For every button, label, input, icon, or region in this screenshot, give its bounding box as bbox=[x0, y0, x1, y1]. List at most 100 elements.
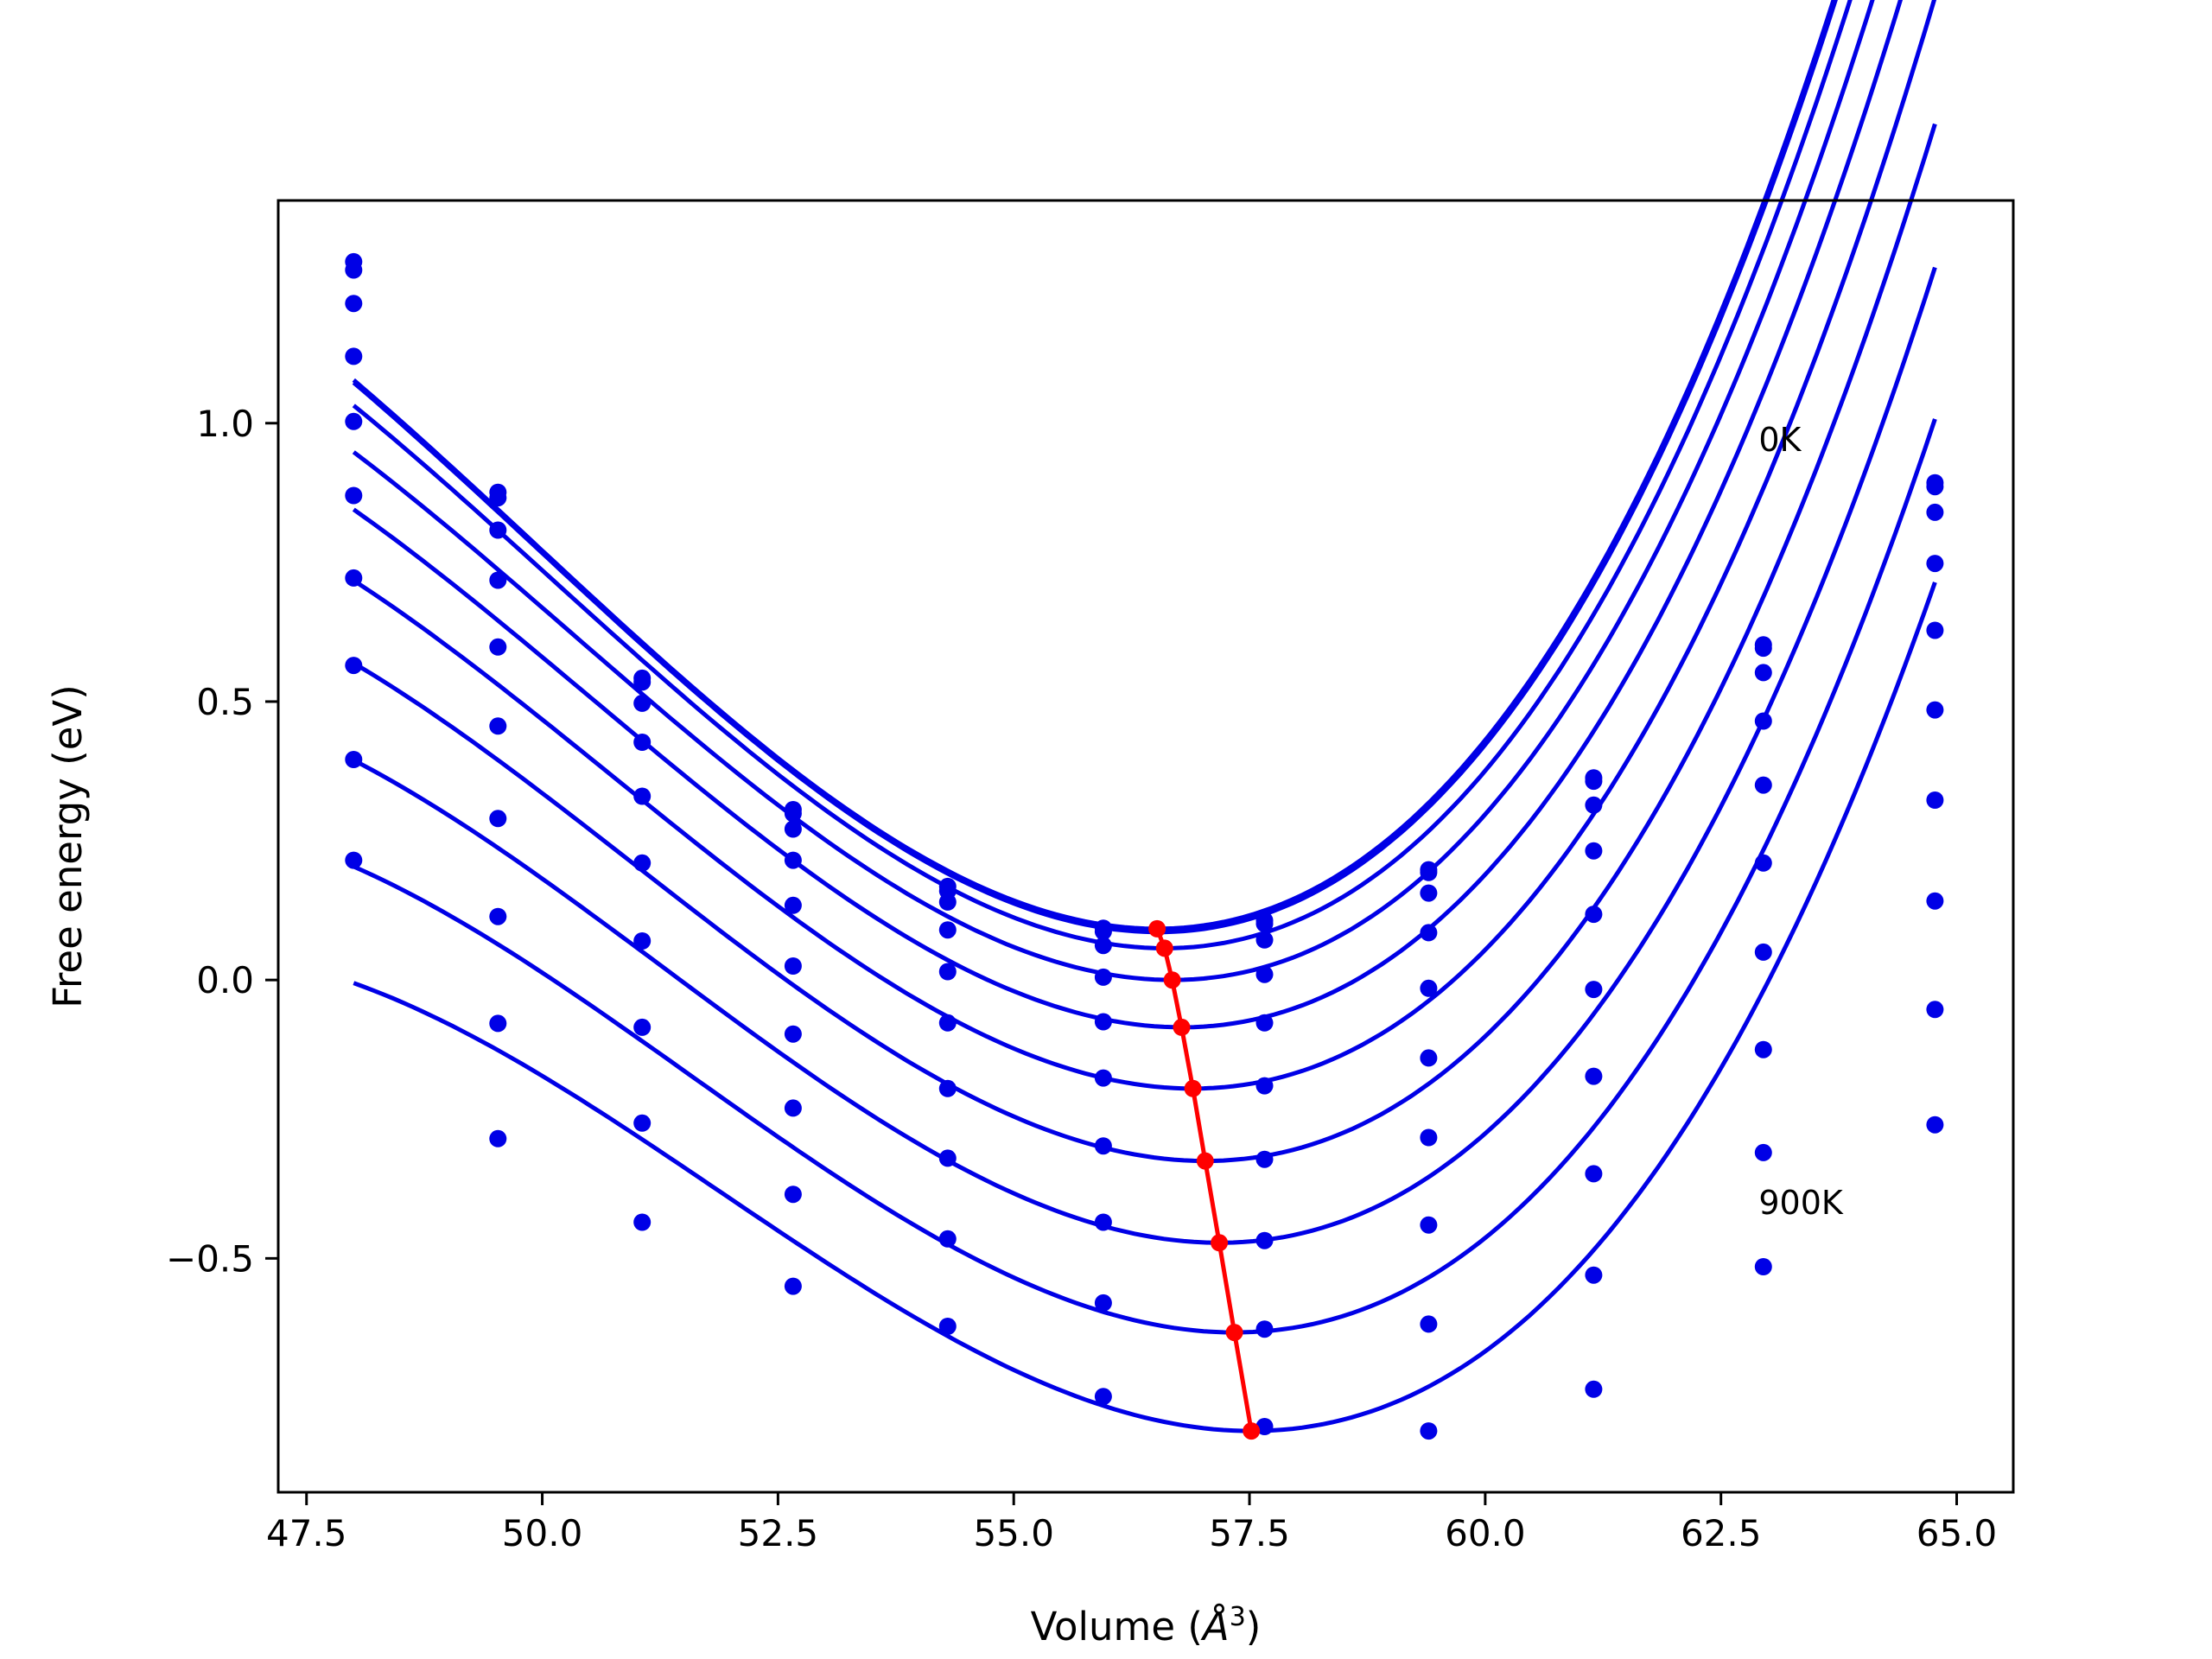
x-axis-ticks: 47.5 50.0 52.5 55.0 57.5 60.0 62.5 65.0 bbox=[266, 1492, 1997, 1554]
data-point-200K bbox=[938, 893, 957, 911]
fit-curve-200K bbox=[352, 0, 1853, 950]
data-point-300K bbox=[784, 851, 802, 869]
data-point-500K bbox=[1585, 981, 1603, 999]
data-point-500K bbox=[938, 1014, 957, 1032]
data-point-800K bbox=[1255, 1320, 1274, 1338]
y-axis-ticks: −0.5 0.0 0.5 1.0 bbox=[166, 403, 278, 1280]
data-point-500K bbox=[489, 717, 507, 735]
data-point-600K bbox=[1255, 1150, 1274, 1168]
x-tick-label: 62.5 bbox=[1681, 1512, 1762, 1554]
data-point-300K bbox=[1094, 968, 1112, 986]
fit-curve-600K bbox=[353, 123, 1937, 1164]
y-axis-label: Free energy (eV) bbox=[45, 684, 91, 1007]
data-point-500K bbox=[1926, 701, 1944, 719]
data-point-600K bbox=[1926, 791, 1944, 809]
data-point-400K bbox=[938, 963, 957, 981]
data-point-100K bbox=[1255, 915, 1274, 933]
data-point-500K bbox=[633, 854, 652, 872]
data-point-200K bbox=[1585, 796, 1603, 814]
data-point-900K bbox=[1926, 1116, 1944, 1134]
data-point-100K bbox=[489, 489, 507, 507]
minimum-point bbox=[1173, 1018, 1191, 1036]
data-point-600K bbox=[345, 569, 363, 587]
data-point-300K bbox=[938, 921, 957, 939]
data-point-800K bbox=[1420, 1315, 1438, 1333]
minimum-point bbox=[1211, 1234, 1229, 1252]
data-point-900K bbox=[1754, 1258, 1772, 1275]
data-point-900K bbox=[784, 1277, 802, 1295]
data-point-700K bbox=[1420, 1216, 1438, 1234]
data-point-900K bbox=[1420, 1422, 1438, 1440]
data-point-500K bbox=[784, 957, 802, 975]
data-point-500K bbox=[1255, 1077, 1274, 1095]
data-point-200K bbox=[1094, 937, 1112, 955]
fit-curve-900K bbox=[353, 582, 1937, 1433]
data-point-200K bbox=[1420, 884, 1438, 902]
data-point-700K bbox=[1094, 1213, 1112, 1231]
x-tick-label: 50.0 bbox=[502, 1512, 583, 1554]
minimum-point bbox=[1225, 1324, 1243, 1342]
minimum-point bbox=[1148, 919, 1166, 938]
data-point-400K bbox=[1585, 906, 1603, 924]
x-tick-label: 52.5 bbox=[738, 1512, 819, 1554]
data-point-700K bbox=[633, 1018, 652, 1036]
data-point-100K bbox=[633, 673, 652, 691]
fit-curves bbox=[352, 0, 1937, 1433]
fit-curve-500K bbox=[352, 0, 1937, 1091]
data-point-800K bbox=[1094, 1294, 1112, 1312]
fit-curve-400K bbox=[352, 0, 1904, 1030]
data-point-700K bbox=[1926, 892, 1944, 910]
data-point-700K bbox=[1585, 1165, 1603, 1183]
data-point-200K bbox=[784, 820, 802, 838]
data-point-800K bbox=[784, 1185, 802, 1204]
data-points bbox=[345, 252, 1944, 1440]
y-tick-label: 0.5 bbox=[196, 681, 254, 723]
data-point-900K bbox=[345, 851, 363, 869]
plot-frame bbox=[276, 199, 2015, 1494]
data-point-900K bbox=[1094, 1388, 1112, 1406]
data-point-600K bbox=[1585, 1067, 1603, 1085]
data-point-700K bbox=[1754, 1040, 1772, 1058]
x-tick-label: 65.0 bbox=[1916, 1512, 1998, 1554]
data-point-400K bbox=[633, 787, 652, 805]
data-point-500K bbox=[1754, 854, 1772, 872]
data-point-100K bbox=[1926, 478, 1944, 496]
data-point-800K bbox=[1585, 1266, 1603, 1284]
data-point-600K bbox=[1094, 1137, 1112, 1155]
data-point-500K bbox=[1094, 1069, 1112, 1087]
data-point-300K bbox=[1255, 965, 1274, 983]
data-point-400K bbox=[1420, 979, 1438, 997]
data-point-900K bbox=[1585, 1380, 1603, 1398]
y-tick-label: 0.0 bbox=[196, 959, 254, 1001]
data-point-600K bbox=[938, 1079, 957, 1097]
data-point-400K bbox=[489, 638, 507, 656]
data-point-200K bbox=[345, 295, 363, 313]
data-point-600K bbox=[1420, 1128, 1438, 1147]
annotation-label: 900K bbox=[1758, 1184, 1844, 1222]
data-point-400K bbox=[1255, 1014, 1274, 1032]
data-point-100K bbox=[784, 804, 802, 823]
x-tick-label: 60.0 bbox=[1445, 1512, 1526, 1554]
data-point-300K bbox=[1926, 555, 1944, 573]
data-point-300K bbox=[345, 347, 363, 365]
x-tick-label: 55.0 bbox=[973, 1512, 1054, 1554]
annotation-label: 0K bbox=[1758, 421, 1802, 459]
data-point-700K bbox=[345, 657, 363, 675]
minimum-point bbox=[1155, 939, 1173, 957]
data-point-100K bbox=[1094, 923, 1112, 941]
data-point-600K bbox=[489, 810, 507, 828]
data-point-100K bbox=[345, 261, 363, 279]
data-point-700K bbox=[489, 907, 507, 925]
data-point-900K bbox=[489, 1129, 507, 1147]
data-point-400K bbox=[345, 412, 363, 430]
data-point-800K bbox=[938, 1230, 957, 1248]
minimum-point bbox=[1243, 1422, 1261, 1440]
data-point-300K bbox=[489, 571, 507, 589]
data-point-400K bbox=[1926, 621, 1944, 639]
data-point-100K bbox=[1754, 639, 1772, 658]
minimum-point bbox=[1163, 971, 1181, 989]
data-point-600K bbox=[1754, 943, 1772, 961]
data-point-200K bbox=[1255, 931, 1274, 949]
data-point-200K bbox=[1754, 664, 1772, 682]
